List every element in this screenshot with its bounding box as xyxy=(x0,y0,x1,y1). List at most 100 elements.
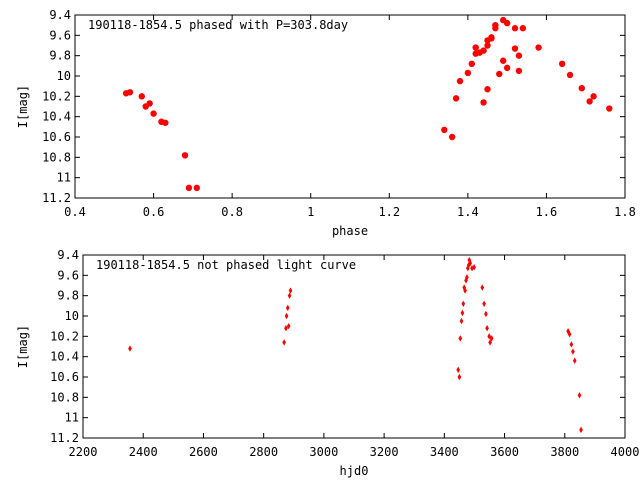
data-point xyxy=(519,25,527,32)
data-point xyxy=(515,52,523,59)
data-point xyxy=(569,341,574,348)
data-point xyxy=(146,100,153,107)
x-tick-label: 3600 xyxy=(490,445,519,459)
chart-panel-1: 0.4 0.6 0.8 1 1.2 1.4 1.6 1.89.49.69.81010.210.… xyxy=(16,8,636,238)
y-tick-label: 9.8 xyxy=(57,289,79,303)
data-point xyxy=(590,93,597,100)
data-point xyxy=(511,25,519,32)
x-tick-label: 1.6 xyxy=(536,205,558,219)
data-point xyxy=(463,287,467,294)
data-point xyxy=(577,392,582,399)
data-point xyxy=(567,331,572,338)
x-tick-label: 3800 xyxy=(550,445,579,459)
y-tick-label: 11.2 xyxy=(42,191,71,205)
data-point xyxy=(456,366,461,374)
data-point xyxy=(150,110,157,117)
data-point xyxy=(448,133,456,141)
x-tick-label: 3200 xyxy=(370,445,399,459)
data-point xyxy=(480,47,487,54)
data-point xyxy=(503,19,511,27)
data-point xyxy=(285,304,290,312)
data-point xyxy=(558,60,566,67)
data-point xyxy=(492,25,499,32)
data-point xyxy=(126,89,134,96)
y-axis-label: I[mag] xyxy=(16,85,30,128)
y-tick-label: 9.6 xyxy=(57,268,79,282)
data-point xyxy=(464,69,472,77)
data-point xyxy=(282,339,286,346)
data-point xyxy=(480,284,485,291)
data-point xyxy=(488,339,492,346)
y-tick-label: 10.4 xyxy=(50,350,79,364)
data-point xyxy=(452,95,460,102)
data-point xyxy=(284,325,288,332)
data-point xyxy=(606,105,613,112)
x-tick-label: 0.6 xyxy=(143,205,165,219)
data-point xyxy=(566,71,574,79)
y-tick-label: 10 xyxy=(65,309,79,323)
y-tick-label: 10.6 xyxy=(42,130,71,144)
data-point xyxy=(503,64,511,72)
x-tick-label: 1.2 xyxy=(378,205,400,219)
data-point xyxy=(484,86,491,93)
y-tick-label: 10.2 xyxy=(42,89,71,103)
chart-title: 190118-1854.5 not phased light curve xyxy=(96,258,356,272)
data-point xyxy=(571,348,575,355)
data-point xyxy=(515,67,523,75)
data-point xyxy=(572,357,577,364)
plot-frame xyxy=(82,254,626,439)
data-point xyxy=(472,264,476,271)
chart-panel-2: 2200 2400 2600 2800 3000 3200 3400 3600 3800 4000… xyxy=(16,248,639,478)
data-point xyxy=(511,45,519,52)
y-tick-label: 10.8 xyxy=(42,150,71,164)
y-tick-label: 9.4 xyxy=(49,8,71,22)
data-point xyxy=(286,322,291,330)
data-point xyxy=(460,309,465,317)
plot-frame xyxy=(74,14,626,199)
data-point xyxy=(488,35,495,42)
y-tick-label: 10 xyxy=(57,69,71,83)
data-point xyxy=(578,85,585,92)
y-tick-label: 11 xyxy=(57,171,71,185)
data-point xyxy=(441,126,448,134)
data-point xyxy=(480,99,487,106)
x-tick-label: 0.4 xyxy=(64,205,86,219)
data-point xyxy=(461,300,466,307)
data-point xyxy=(193,184,200,192)
data-point xyxy=(586,98,593,105)
y-tick-label: 9.8 xyxy=(49,49,71,63)
data-point xyxy=(579,426,583,434)
data-point xyxy=(456,77,464,85)
data-point xyxy=(484,42,491,49)
data-point xyxy=(284,312,289,320)
data-point xyxy=(496,70,503,78)
data-point xyxy=(485,325,489,332)
data-point xyxy=(287,292,292,299)
data-point xyxy=(489,335,494,342)
data-point xyxy=(465,274,469,281)
y-tick-label: 9.6 xyxy=(49,28,71,42)
x-tick-label: 3000 xyxy=(309,445,338,459)
data-point xyxy=(185,184,193,192)
x-axis-label: hjd0 xyxy=(340,464,369,478)
data-point xyxy=(181,152,189,159)
x-tick-label: 1.4 xyxy=(457,205,479,219)
y-tick-label: 10.6 xyxy=(50,370,79,384)
x-axis-label: phase xyxy=(332,224,368,238)
data-point xyxy=(459,317,464,325)
y-tick-label: 11 xyxy=(65,411,79,425)
data-point xyxy=(500,57,507,64)
y-axis-label: I[mag] xyxy=(16,325,30,368)
data-point xyxy=(535,44,542,51)
y-tick-label: 10.4 xyxy=(42,110,71,124)
data-point xyxy=(468,60,475,67)
y-tick-label: 10.8 xyxy=(50,390,79,404)
data-point xyxy=(457,373,462,381)
y-tick-label: 10.2 xyxy=(50,329,79,343)
data-point xyxy=(288,287,293,294)
data-point xyxy=(458,335,463,342)
x-tick-label: 4000 xyxy=(611,445,640,459)
x-tick-label: 2600 xyxy=(189,445,218,459)
x-tick-label: 3400 xyxy=(430,445,459,459)
x-tick-label: 2400 xyxy=(129,445,158,459)
